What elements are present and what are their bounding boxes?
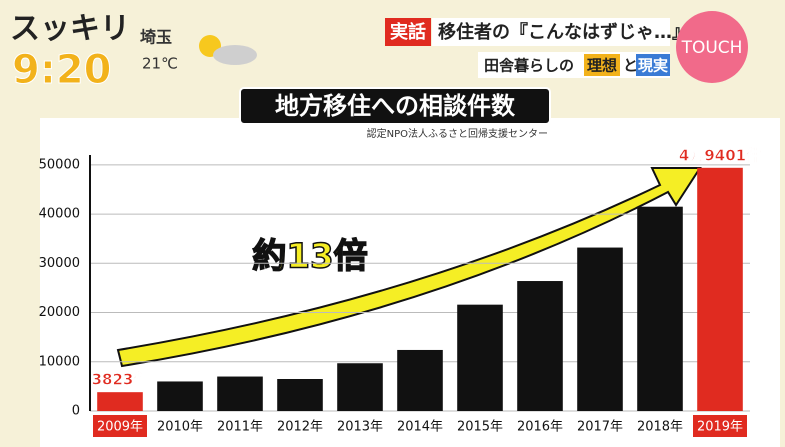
- bar: [277, 379, 323, 411]
- touch-button[interactable]: [676, 11, 748, 83]
- value-label: 4万9401件: [679, 146, 761, 164]
- touch-label[interactable]: TOUCH: [681, 38, 743, 58]
- sub-a: 田舎暮らしの: [484, 57, 574, 75]
- temperature: 21℃: [142, 55, 178, 73]
- x-tick-label: 2015年: [457, 420, 503, 435]
- growth-arrow: [116, 167, 702, 368]
- x-tick-label: 2014年: [397, 420, 443, 435]
- sub-d: 現実: [638, 57, 668, 75]
- x-tick-label: 2012年: [277, 420, 323, 435]
- x-tick-label: 2010年: [157, 420, 203, 435]
- sub-b: 理想: [587, 57, 617, 75]
- annotation: 約13倍: [252, 237, 367, 277]
- y-tick-label: 50000: [39, 157, 80, 172]
- y-tick-label: 10000: [39, 354, 80, 369]
- x-tick-label: 2019年: [697, 420, 743, 435]
- y-tick-label: 20000: [39, 305, 80, 320]
- source: 認定NPO法人ふるさと回帰支援センター: [367, 127, 548, 140]
- bar: [337, 363, 383, 411]
- show-name: スッキリ: [10, 12, 130, 47]
- bar: [457, 304, 503, 411]
- sub-c: と: [623, 57, 638, 75]
- bar: [157, 381, 203, 411]
- reality-box: [636, 54, 670, 76]
- bar: [397, 349, 443, 411]
- title-box: [239, 87, 551, 125]
- clock: 9:20: [12, 47, 112, 93]
- tag: 実話: [390, 21, 426, 43]
- bar: [577, 247, 623, 411]
- x-label-box: [93, 415, 147, 437]
- bar: [517, 281, 563, 411]
- ideal-box: [584, 54, 620, 76]
- headline-box: [432, 18, 670, 46]
- x-tick-label: 2016年: [517, 420, 563, 435]
- x-tick-label: 2017年: [577, 420, 623, 435]
- x-tick-label: 2011年: [217, 420, 263, 435]
- bar: [97, 392, 143, 411]
- x-tick-label: 2013年: [337, 420, 383, 435]
- headline: 移住者の『こんなはずじゃ…』: [438, 21, 690, 43]
- x-tick-label: 2009年: [97, 420, 143, 435]
- bar: [697, 167, 743, 411]
- cloud-icon: [213, 45, 257, 65]
- y-tick-label: 40000: [39, 207, 80, 222]
- x-label-box: [693, 415, 747, 437]
- tag-box: [385, 18, 431, 46]
- place: 埼玉: [140, 28, 172, 47]
- bar: [217, 376, 263, 411]
- x-tick-label: 2018年: [637, 420, 683, 435]
- bar: [637, 206, 683, 411]
- y-tick-label: 30000: [39, 256, 80, 271]
- y-tick-label: 0: [72, 404, 80, 419]
- chart-title: 地方移住への相談件数: [275, 92, 516, 120]
- value-label: 3823件: [92, 371, 149, 389]
